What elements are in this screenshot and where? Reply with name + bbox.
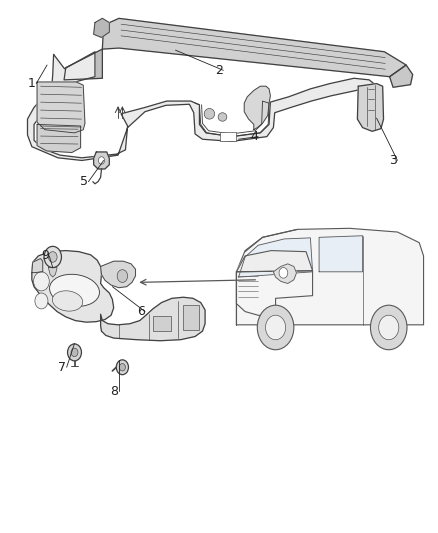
Polygon shape xyxy=(357,84,384,131)
Circle shape xyxy=(67,344,81,361)
Circle shape xyxy=(34,272,49,291)
Text: 1: 1 xyxy=(28,77,36,90)
Polygon shape xyxy=(102,18,406,77)
Circle shape xyxy=(35,293,48,309)
Circle shape xyxy=(371,305,407,350)
Text: 3: 3 xyxy=(389,154,397,167)
Polygon shape xyxy=(48,268,57,277)
Text: 4: 4 xyxy=(250,130,258,143)
Polygon shape xyxy=(32,251,114,322)
Text: 6: 6 xyxy=(137,305,145,318)
Text: 2: 2 xyxy=(215,64,223,77)
Polygon shape xyxy=(28,52,376,160)
Polygon shape xyxy=(37,124,81,152)
Polygon shape xyxy=(239,238,313,277)
Polygon shape xyxy=(101,261,135,288)
Polygon shape xyxy=(390,65,413,87)
Polygon shape xyxy=(237,251,313,272)
Ellipse shape xyxy=(53,291,83,311)
Circle shape xyxy=(44,246,61,268)
Polygon shape xyxy=(32,259,43,273)
Text: 5: 5 xyxy=(80,175,88,188)
Polygon shape xyxy=(94,18,110,37)
Circle shape xyxy=(265,315,286,340)
Circle shape xyxy=(279,268,288,278)
Text: 7: 7 xyxy=(58,361,66,374)
Text: 8: 8 xyxy=(110,385,119,398)
Circle shape xyxy=(379,315,399,340)
Polygon shape xyxy=(273,264,297,284)
Circle shape xyxy=(71,348,78,357)
Ellipse shape xyxy=(218,113,227,121)
Polygon shape xyxy=(64,49,102,80)
Ellipse shape xyxy=(49,274,99,306)
Text: 9: 9 xyxy=(41,249,49,262)
Polygon shape xyxy=(101,297,205,341)
Circle shape xyxy=(99,157,105,164)
Bar xyxy=(220,132,237,141)
Circle shape xyxy=(119,364,125,371)
Polygon shape xyxy=(94,152,110,169)
Circle shape xyxy=(257,305,294,350)
Ellipse shape xyxy=(204,109,215,119)
Circle shape xyxy=(48,252,57,262)
Circle shape xyxy=(116,360,128,375)
Circle shape xyxy=(117,270,127,282)
Polygon shape xyxy=(37,82,85,133)
Bar xyxy=(184,305,198,330)
Polygon shape xyxy=(319,236,363,272)
Polygon shape xyxy=(237,228,424,325)
Bar xyxy=(153,317,171,331)
Polygon shape xyxy=(244,86,270,130)
